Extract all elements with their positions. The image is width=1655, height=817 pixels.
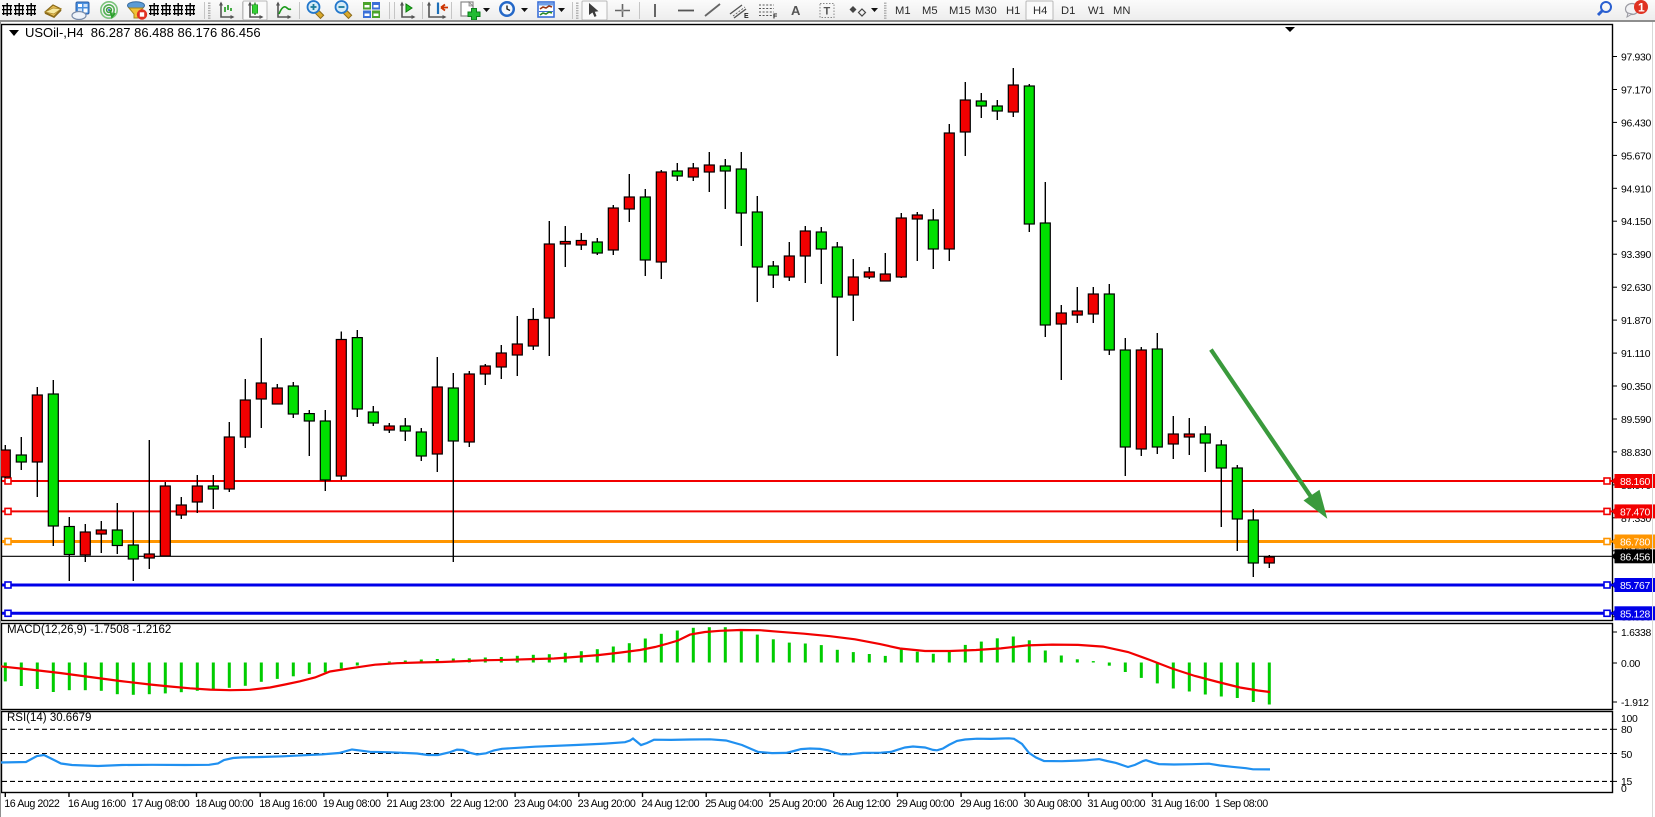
svg-text:22 Aug 12:00: 22 Aug 12:00 [450,798,508,810]
svg-text:18 Aug 16:00: 18 Aug 16:00 [259,798,317,810]
svg-text:MACD(12,26,9) -1.7508 -1.2162: MACD(12,26,9) -1.7508 -1.2162 [7,624,171,636]
svg-text:95.670: 95.670 [1621,151,1652,162]
svg-text:17 Aug 08:00: 17 Aug 08:00 [132,798,190,810]
svg-text:97.170: 97.170 [1621,86,1652,97]
svg-text:87.470: 87.470 [1620,507,1651,518]
svg-text:85.128: 85.128 [1620,609,1651,620]
svg-text:30 Aug 08:00: 30 Aug 08:00 [1024,798,1082,810]
svg-text:RSI(14) 30.6679: RSI(14) 30.6679 [7,712,91,724]
svg-text:19 Aug 08:00: 19 Aug 08:00 [323,798,381,810]
svg-text:1 Sep 08:00: 1 Sep 08:00 [1215,798,1268,810]
svg-text:25 Aug 20:00: 25 Aug 20:00 [769,798,827,810]
svg-text:88.160: 88.160 [1620,477,1651,488]
svg-text:86.456: 86.456 [1620,552,1651,563]
svg-text:31 Aug 16:00: 31 Aug 16:00 [1151,798,1209,810]
svg-text:M15: M15 [949,5,971,17]
svg-text:26 Aug 12:00: 26 Aug 12:00 [833,798,891,810]
svg-text:A: A [791,3,801,18]
svg-text:89.590: 89.590 [1621,415,1652,426]
svg-text:87.330: 87.330 [1621,514,1652,525]
svg-text:80: 80 [1621,725,1632,736]
svg-text:96.430: 96.430 [1621,118,1652,129]
svg-text:21 Aug 23:00: 21 Aug 23:00 [387,798,445,810]
svg-text:24 Aug 12:00: 24 Aug 12:00 [642,798,700,810]
svg-text:18 Aug 00:00: 18 Aug 00:00 [196,798,254,810]
svg-text:86.780: 86.780 [1620,538,1651,549]
svg-text:29 Aug 00:00: 29 Aug 00:00 [896,798,954,810]
svg-text:0.00: 0.00 [1621,659,1641,670]
svg-text:23 Aug 20:00: 23 Aug 20:00 [578,798,636,810]
svg-text:USOil-,H4 86.287 86.488 86.17: USOil-,H4 86.287 86.488 86.176 86.456 [25,25,261,40]
svg-text:H4: H4 [1033,5,1047,17]
svg-text:90.350: 90.350 [1621,382,1652,393]
svg-text:100: 100 [1621,714,1638,725]
svg-text:29 Aug 16:00: 29 Aug 16:00 [960,798,1018,810]
svg-text:H1: H1 [1006,5,1020,17]
svg-text:T: T [824,6,831,18]
svg-text:25 Aug 04:00: 25 Aug 04:00 [705,798,763,810]
svg-text:85.767: 85.767 [1620,581,1651,592]
svg-text:M30: M30 [975,5,997,17]
svg-text:D1: D1 [1061,5,1075,17]
svg-text:MN: MN [1113,5,1130,17]
svg-text:1.6338: 1.6338 [1621,628,1652,639]
svg-text:92.630: 92.630 [1621,283,1652,294]
svg-text:91.110: 91.110 [1621,349,1651,360]
svg-text:16 Aug 2022: 16 Aug 2022 [4,798,60,810]
svg-text:F: F [773,14,778,21]
svg-text:W1: W1 [1088,5,1105,17]
svg-text:M1: M1 [895,5,911,17]
svg-text:93.390: 93.390 [1621,250,1652,261]
svg-text:M5: M5 [922,5,938,17]
svg-text:23 Aug 04:00: 23 Aug 04:00 [514,798,572,810]
svg-text:1: 1 [1638,1,1645,15]
svg-text:91.870: 91.870 [1621,316,1652,327]
svg-text:88.830: 88.830 [1621,448,1652,459]
svg-text:31 Aug 00:00: 31 Aug 00:00 [1088,798,1146,810]
svg-text:94.150: 94.150 [1621,217,1652,228]
svg-text:16 Aug 16:00: 16 Aug 16:00 [68,798,126,810]
svg-text:-1.912: -1.912 [1621,698,1649,709]
svg-text:94.910: 94.910 [1621,184,1652,195]
svg-text:E: E [744,13,749,20]
svg-text:97.930: 97.930 [1621,53,1652,64]
svg-text:0: 0 [1621,784,1627,795]
svg-text:50: 50 [1621,750,1632,761]
svg-text:15: 15 [1621,777,1632,788]
